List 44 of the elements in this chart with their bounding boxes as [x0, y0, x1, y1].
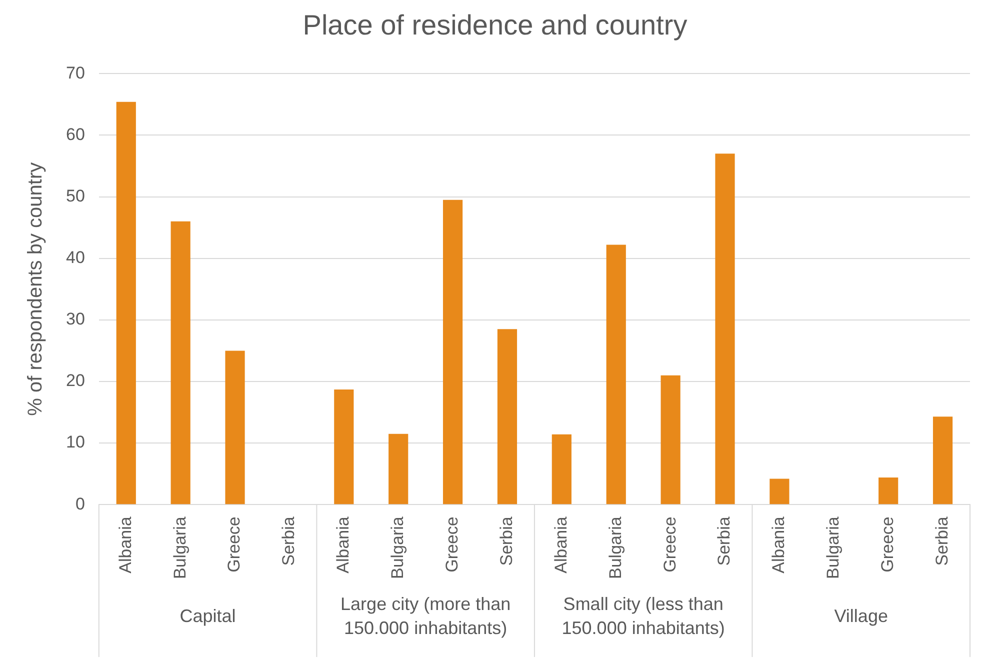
- y-tick-label: 60: [66, 124, 85, 144]
- x-tick-label: Albania: [334, 516, 353, 574]
- y-tick-label: 0: [75, 494, 85, 514]
- x-tick-label: Bulgaria: [606, 516, 625, 580]
- y-tick-label: 10: [66, 432, 85, 452]
- x-tick-label: Serbia: [496, 516, 516, 566]
- x-tick-label: Bulgaria: [388, 516, 408, 580]
- y-tick-label: 70: [66, 63, 85, 82]
- bar: [334, 389, 354, 504]
- bar: [225, 350, 245, 504]
- bar: [552, 434, 572, 504]
- x-tick-label: Albania: [769, 516, 788, 574]
- x-tick-label: Albania: [116, 516, 135, 574]
- x-tick-label: Greece: [660, 516, 680, 572]
- y-tick-label: 40: [66, 248, 85, 268]
- x-tick-label: Bulgaria: [170, 516, 190, 580]
- bar: [497, 329, 518, 504]
- text: Capital: [180, 606, 236, 626]
- text: Small city (less than 150.000 inhabitants): [562, 594, 725, 638]
- y-axis-title: % of respondents by country: [24, 162, 47, 416]
- bar: [878, 478, 898, 504]
- bar: [715, 154, 735, 504]
- x-tick-label: Serbia: [932, 516, 952, 566]
- x-tick-label: Serbia: [714, 516, 734, 566]
- y-tick-label: 20: [66, 371, 85, 390]
- bar: [660, 375, 680, 504]
- bar: [606, 244, 626, 504]
- bar: [442, 200, 463, 504]
- bar: [116, 102, 136, 504]
- x-tick-label: Serbia: [279, 516, 298, 566]
- bar: [932, 416, 953, 504]
- y-tick-label: 30: [66, 310, 85, 329]
- x-tick-label: Albania: [551, 516, 570, 574]
- x-tick-label: Bulgaria: [824, 516, 843, 580]
- text: Large city (more than 150.000 inhabitants): [340, 594, 511, 638]
- chart-title: Place of residence and country: [302, 10, 688, 41]
- bar: [770, 478, 790, 504]
- x-tick-label: Greece: [878, 516, 898, 572]
- x-tick-label: Greece: [224, 516, 244, 572]
- bar: [170, 221, 190, 504]
- y-tick-label: 50: [66, 186, 85, 206]
- text: Village: [834, 606, 888, 626]
- bar: [388, 434, 408, 504]
- x-tick-label: Greece: [442, 516, 462, 572]
